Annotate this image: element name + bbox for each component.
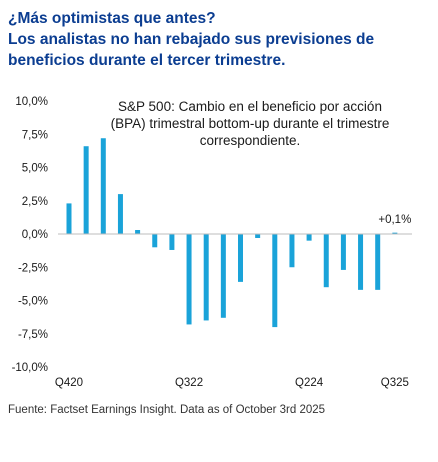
y-axis: 10,0% 7,5% 5,0% 2,5% 0,0% -2,5% -5,0% -7,5% -10,…	[12, 96, 48, 374]
eps-change-bar-chart: S&P 500: Cambio en el beneficio por acci…	[12, 96, 412, 389]
y-tick-label: 2,5%	[22, 196, 48, 208]
data-label: +0,1%	[378, 214, 411, 226]
headline-line-3: beneficios durante el tercer trimestre.	[8, 52, 286, 69]
y-tick-label: 7,5%	[22, 129, 48, 141]
annotation-line-2: (BPA) trimestral bottom-up durante el tr…	[111, 116, 390, 131]
bar-q321	[117, 194, 123, 234]
bar-q322	[186, 234, 192, 325]
y-tick-label: -7,5%	[18, 329, 48, 341]
bar-q325	[392, 232, 398, 234]
x-tick-label: Q224	[295, 377, 324, 389]
headline-line-2: Los analistas no han rebajado sus previs…	[8, 31, 375, 48]
bar-q324	[323, 234, 329, 288]
y-tick-label: -2,5%	[18, 262, 48, 274]
bar-q223	[238, 234, 243, 282]
annotation-line-1: S&P 500: Cambio en el beneficio por acci…	[118, 99, 382, 114]
bar-q122	[152, 234, 158, 248]
y-tick-label: 5,0%	[22, 163, 48, 175]
bar-q224	[306, 234, 312, 241]
data-labels: +0,1%	[378, 214, 411, 226]
bar-q225	[375, 234, 381, 290]
x-tick-label: Q325	[381, 377, 409, 389]
x-tick-label: Q420	[55, 377, 83, 389]
bar-q424	[340, 234, 346, 270]
bar-q121	[83, 146, 89, 234]
bar-q125	[358, 234, 364, 290]
x-axis: Q420 Q322 Q224 Q325	[55, 377, 409, 389]
bar-q421	[135, 230, 141, 234]
y-tick-label: -5,0%	[18, 296, 48, 308]
y-tick-label: 0,0%	[22, 229, 48, 241]
annotation-line-3: correspondiente.	[200, 133, 301, 148]
y-tick-label: -10,0%	[12, 362, 48, 374]
bar-q222	[169, 234, 175, 250]
chart-annotation: S&P 500: Cambio en el beneficio por acci…	[111, 99, 390, 148]
bar-q422	[203, 234, 209, 321]
y-tick-label: 10,0%	[15, 96, 48, 108]
bar-q423	[272, 234, 278, 328]
headline-question: ¿Más optimistas que antes?	[8, 10, 216, 27]
bar-q323	[255, 234, 261, 238]
bar-q123	[220, 234, 226, 318]
chart-headline: ¿Más optimistas que antes? Los analistas…	[8, 8, 433, 71]
bar-q420	[66, 203, 72, 234]
bar-series	[66, 138, 398, 328]
bar-q124	[289, 234, 295, 268]
source-note: Fuente: Factset Earnings Insight. Data a…	[8, 404, 326, 416]
x-tick-label: Q322	[175, 377, 203, 389]
bar-q221	[100, 138, 106, 234]
